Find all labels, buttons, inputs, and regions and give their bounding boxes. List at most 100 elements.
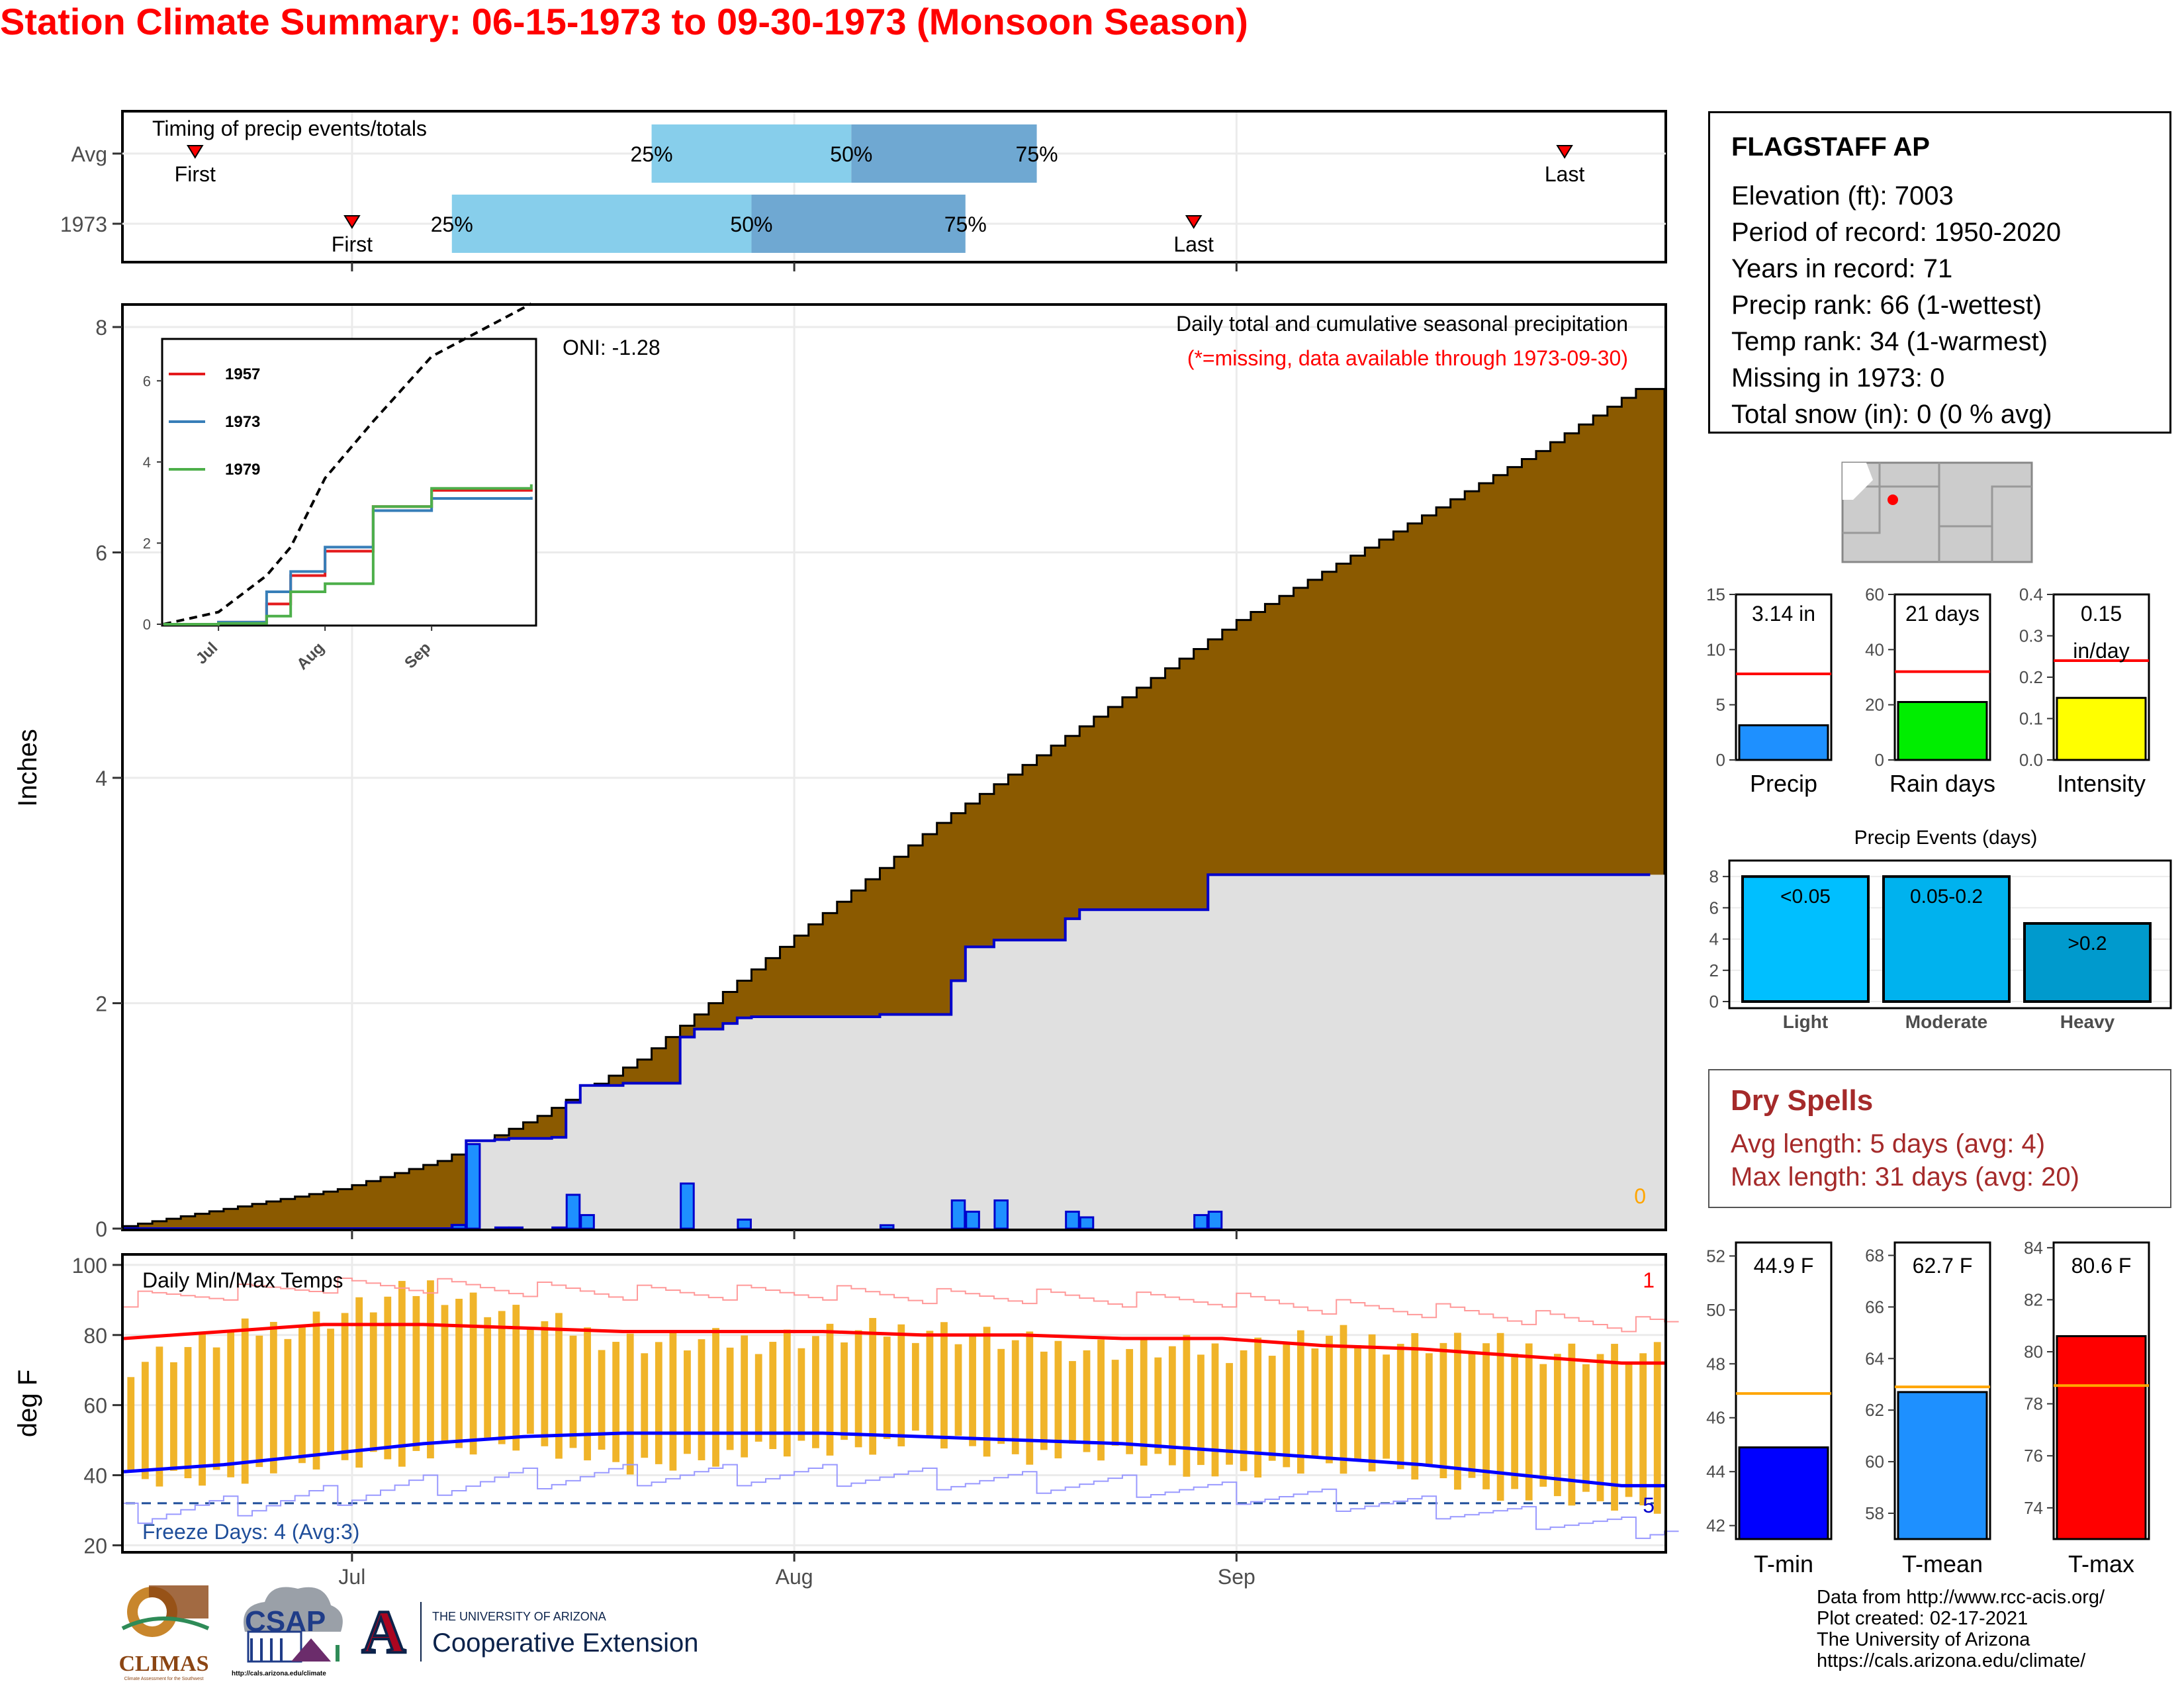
summary-category-label: Precip: [1750, 770, 1817, 797]
max-record-count: 1: [1643, 1268, 1655, 1292]
summary-y-tick-label: 0.0: [2019, 750, 2043, 770]
daily-temp-bar: [355, 1297, 363, 1468]
daily-temp-bar: [983, 1327, 991, 1457]
station-precip-rank: Precip rank: 66 (1-wettest): [1731, 291, 2042, 320]
daily-temp-bar: [1525, 1343, 1533, 1501]
station-period: Period of record: 1950-2020: [1731, 218, 2062, 247]
inset-y-tick-label: 4: [143, 454, 151, 471]
climas-logo[interactable]: CLIMAS Climate Assessment for the Southw…: [109, 1582, 218, 1681]
daily-temp-bar: [1326, 1335, 1333, 1464]
temp-summary-y-tick-label: 46: [1706, 1408, 1725, 1428]
events-y-tick-label: 2: [1709, 961, 1719, 980]
daily-temp-bar: [1482, 1343, 1490, 1489]
daily-precip-bar: [1207, 1210, 1223, 1230]
temp-summary-y-tick-label: 62: [1865, 1400, 1884, 1420]
map-background: [1841, 461, 2033, 563]
daily-temp-bar: [1340, 1325, 1347, 1474]
precip-panel: 0 2 4 6 8 Daily total and cumulative seasona…: [13, 303, 1667, 1241]
temp-summary-value-label: 80.6 F: [2071, 1254, 2132, 1278]
temp-summary-y-tick-label: 82: [2024, 1289, 2043, 1309]
precip-y-tick-label: 0: [95, 1217, 107, 1241]
daily-temp-bar: [783, 1329, 791, 1457]
daily-temp-bar: [769, 1342, 777, 1450]
daily-temp-bar: [1354, 1345, 1361, 1462]
temp-x-axis: Jul Aug Sep: [338, 1552, 1255, 1589]
timing-title: Timing of precip events/totals: [152, 117, 427, 140]
daily-temp-bar: [1468, 1353, 1476, 1478]
inset-legend-label: 1973: [225, 413, 260, 431]
daily-temp-bar: [741, 1335, 749, 1458]
daily-temp-bar: [926, 1331, 934, 1438]
station-snow: Total snow (in): 0 (0 % avg): [1731, 400, 2052, 429]
ua-extension-logo[interactable]: A THE UNIVERSITY OF ARIZONA Cooperative …: [361, 1598, 745, 1668]
daily-temp-bar: [284, 1338, 292, 1457]
daily-temp-bar: [997, 1348, 1005, 1444]
csap-logo-url: http://cals.arizona.edu/climate: [232, 1670, 326, 1677]
daily-precip-bar: [565, 1194, 581, 1230]
summary-bar-1: [1897, 701, 1988, 761]
daily-temp-bar: [1040, 1351, 1048, 1450]
daily-precip-bar: [1065, 1210, 1080, 1230]
timing-label-last: Last: [1545, 162, 1585, 186]
inset-y-tick-label: 2: [143, 535, 151, 551]
temp-y-tick-label: 80: [83, 1324, 107, 1348]
station-temp-rank: Temp rank: 34 (1-warmest): [1731, 327, 2048, 356]
timing-label-last: Last: [1173, 232, 1214, 256]
daily-temp-bar: [1254, 1337, 1262, 1478]
dry-spells-max: Max length: 31 days (avg: 20): [1731, 1162, 2079, 1192]
temp-summary-bar-0: [1738, 1446, 1829, 1540]
csap-logo[interactable]: CSAP http://cals.arizona.edu/climate: [232, 1579, 351, 1681]
temp-ylabel: deg F: [13, 1370, 42, 1437]
daily-temp-bar: [1011, 1340, 1019, 1454]
daily-temp-bar: [555, 1313, 563, 1459]
temp-summary-y-tick-label: 50: [1706, 1300, 1725, 1320]
precip-y-tick-label: 6: [95, 541, 107, 565]
daily-temp-bar: [669, 1331, 677, 1471]
location-map: [1841, 461, 2033, 563]
station-info-box: FLAGSTAFF AP Elevation (ft): 7003 Period…: [1708, 111, 2171, 434]
daily-precip-bars: [451, 1143, 1223, 1230]
timing-marker-last: [1185, 215, 1203, 229]
climas-logo-text: CLIMAS: [118, 1652, 209, 1676]
summary-y-tick-label: 15: [1706, 585, 1725, 604]
page-title: Station Climate Summary: 06-15-1973 to 0…: [0, 1, 1248, 42]
daily-temp-bar: [1411, 1333, 1419, 1480]
daily-temp-bar: [441, 1305, 449, 1442]
temp-frame: [121, 1253, 1667, 1554]
daily-temp-bar: [940, 1322, 948, 1449]
temp-summary-category-label: T-mean: [1902, 1550, 1983, 1577]
record-max-line: [124, 1278, 1679, 1333]
daily-temp-bar: [398, 1281, 406, 1467]
freeze-days: Freeze Days: 4 (Avg:3): [142, 1520, 359, 1544]
timing-panel: Avg 25% 50% 75% First Last 1973 25% 50% 75% First L…: [60, 110, 1667, 271]
daily-temp-bar: [312, 1311, 320, 1470]
temp-title: Daily Min/Max Temps: [142, 1268, 343, 1292]
timing-label-75: 75%: [944, 212, 987, 236]
daily-temp-bar: [1083, 1350, 1091, 1452]
temp-summary-y-tick-label: 74: [2024, 1498, 2043, 1518]
events-category-label: Heavy: [2060, 1011, 2115, 1032]
daily-temp-bar: [1026, 1331, 1034, 1465]
inset-y-tick-label: 0: [143, 616, 151, 633]
daily-temp-bar: [384, 1296, 392, 1460]
timing-label-75: 75%: [1016, 142, 1058, 166]
daily-temp-bar: [897, 1324, 905, 1446]
events-bar-light: [1741, 875, 1870, 1003]
daily-temp-bar: [1611, 1344, 1618, 1511]
daily-temp-bar: [1054, 1340, 1062, 1459]
daily-temp-bar: [227, 1332, 235, 1477]
ua-logo-icon: A: [361, 1598, 407, 1665]
daily-precip-bar: [879, 1224, 895, 1230]
timing-label-50: 50%: [830, 142, 872, 166]
precip-y-axis: 0 2 4 6 8: [95, 316, 1238, 1241]
daily-temp-bar: [1226, 1363, 1233, 1465]
events-bar-label: <0.05: [1780, 886, 1831, 908]
daily-temp-bar: [1539, 1364, 1547, 1487]
daily-precip-bar: [950, 1199, 966, 1230]
daily-temp-bar: [612, 1342, 620, 1462]
daily-temp-bar: [1069, 1361, 1076, 1444]
precip-y-tick-label: 8: [95, 316, 107, 340]
year-cumulative-line: [124, 873, 1651, 1230]
record-min-line: [124, 1464, 1679, 1539]
